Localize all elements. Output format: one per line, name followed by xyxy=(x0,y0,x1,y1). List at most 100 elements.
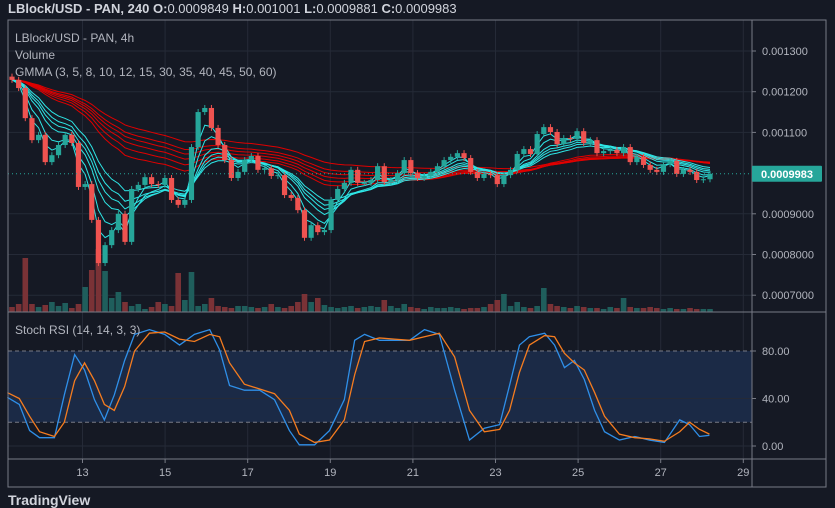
volume-bar xyxy=(29,304,35,312)
candle xyxy=(129,188,135,242)
gmma-short-line xyxy=(11,79,711,206)
volume-bar xyxy=(501,294,507,312)
high-value: 0.001001 xyxy=(246,1,301,16)
candle xyxy=(614,149,620,154)
time-tick-label: 17 xyxy=(242,467,254,479)
high-label: H: xyxy=(232,1,247,16)
candle xyxy=(448,156,454,161)
volume-bar xyxy=(368,306,374,312)
gmma-short-line xyxy=(11,79,711,229)
candle xyxy=(208,107,215,128)
price-tick-label: 0.0007000 xyxy=(762,290,814,302)
volume-bar xyxy=(255,308,261,312)
volume-bar xyxy=(281,308,288,312)
candle xyxy=(534,134,540,154)
volume-bar xyxy=(447,307,454,312)
volume-bar xyxy=(135,304,142,312)
volume-bar xyxy=(640,308,647,312)
last-price-label: 0.0009983 xyxy=(761,169,813,181)
candle xyxy=(22,88,28,119)
legend-title: LBlock/USD - PAN, 4h xyxy=(15,31,134,45)
volume-bar xyxy=(580,307,587,312)
candle xyxy=(494,175,500,185)
candle xyxy=(461,153,467,159)
volume-bar xyxy=(275,307,281,312)
candle xyxy=(235,171,241,178)
candle xyxy=(481,173,487,178)
volume-bar xyxy=(69,308,75,312)
volume-bar xyxy=(62,303,68,312)
volume-bar xyxy=(374,307,381,312)
volume-bar xyxy=(680,309,687,312)
volume-bar xyxy=(195,306,201,312)
candle xyxy=(634,156,640,163)
price-tick-label: 0.001100 xyxy=(762,127,807,139)
volume-bar xyxy=(441,308,447,312)
stoch-d-line xyxy=(7,331,710,444)
volume-bar xyxy=(208,298,215,312)
volume-bar xyxy=(122,302,128,312)
candle xyxy=(301,210,308,238)
open-label: O: xyxy=(152,1,168,16)
candle xyxy=(355,169,361,183)
last-price-tag xyxy=(752,165,822,182)
candle xyxy=(474,171,480,178)
volume-bar xyxy=(541,288,547,312)
candle xyxy=(228,160,234,178)
candle xyxy=(162,177,168,185)
time-tick-label: 29 xyxy=(737,467,749,479)
price-pane xyxy=(8,73,752,312)
candle xyxy=(647,164,653,170)
candle xyxy=(149,177,155,185)
volume-bar xyxy=(49,302,55,312)
volume-bar xyxy=(394,308,401,312)
low-value: 0.0009881 xyxy=(316,1,378,16)
volume-bar xyxy=(627,307,634,312)
volume-bar xyxy=(381,300,388,312)
close-value: 0.0009983 xyxy=(395,1,457,16)
legend-stoch-rsi: Stoch RSI (14, 14, 3, 3) xyxy=(15,323,140,337)
volume-bar xyxy=(534,306,540,312)
volume-bar xyxy=(354,308,361,312)
low-label: L: xyxy=(304,1,317,16)
candle xyxy=(89,184,95,220)
volume-bar xyxy=(115,292,122,312)
volume-bar xyxy=(155,302,162,312)
candle xyxy=(394,173,401,181)
volume-bar xyxy=(454,308,461,312)
volume-bar xyxy=(507,306,514,312)
candle xyxy=(281,175,288,196)
candle xyxy=(308,225,314,238)
volume-bar xyxy=(481,307,487,312)
volume-bar xyxy=(142,309,148,312)
volume-bar xyxy=(434,308,441,312)
candle xyxy=(248,156,254,161)
volume-bar xyxy=(341,307,348,312)
legend-volume: Volume xyxy=(15,48,55,62)
candle xyxy=(335,188,341,200)
volume-bar xyxy=(295,302,301,312)
candle xyxy=(175,199,181,205)
candle xyxy=(55,145,62,156)
volume-bar xyxy=(654,308,660,312)
candles xyxy=(9,73,713,267)
candle xyxy=(195,112,201,148)
stoch-tick-label: 40.00 xyxy=(762,394,790,406)
volume-bar xyxy=(687,308,693,312)
candle xyxy=(215,127,221,146)
candle xyxy=(242,160,248,172)
candle xyxy=(660,164,667,172)
candle xyxy=(95,219,102,264)
candle xyxy=(375,166,381,181)
candle xyxy=(75,142,82,187)
volume-bar xyxy=(175,273,181,312)
volume-bar xyxy=(321,305,328,312)
candle xyxy=(142,177,148,185)
symbol-header: LBlock/USD - PAN, 240 O:0.0009849 H:0.00… xyxy=(8,1,457,16)
volume-bar xyxy=(268,304,275,312)
candle xyxy=(328,199,334,231)
volume-bar xyxy=(55,306,62,312)
candle xyxy=(521,149,527,154)
volume-bar xyxy=(421,309,427,312)
